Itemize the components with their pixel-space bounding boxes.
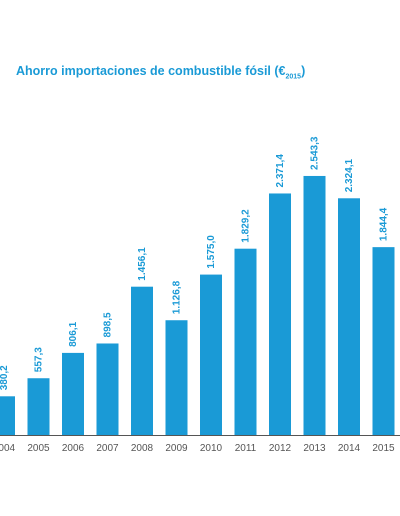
x-tick-label-2012: 2012 <box>269 443 292 454</box>
bar-2013 <box>303 175 326 435</box>
chart-title: Ahorro importaciones de combustible fósi… <box>16 64 305 81</box>
x-tick-label-2006: 2006 <box>62 443 85 454</box>
bar-2015 <box>372 247 395 435</box>
chart-title-subscript: 2015 <box>285 73 302 81</box>
bar-2005 <box>27 378 50 435</box>
x-tick-label-2013: 2013 <box>303 443 326 454</box>
x-tick-label-2007: 2007 <box>96 443 119 454</box>
bar-2006 <box>62 352 84 435</box>
chart-title-close: ) <box>301 64 306 78</box>
bar-2009 <box>165 320 188 435</box>
bar-2012 <box>269 193 291 435</box>
bars-group <box>0 175 395 435</box>
data-label-2006: 806,1 <box>68 321 79 346</box>
x-tick-label-2004: 2004 <box>0 443 16 454</box>
data-label-2012: 2.371,4 <box>275 154 286 188</box>
data-label-2005: 557,3 <box>34 347 45 372</box>
data-label-2015: 1.844,4 <box>379 207 390 241</box>
x-tick-label-2014: 2014 <box>338 443 361 454</box>
bar-2011 <box>234 248 257 435</box>
chart-title-text: Ahorro importaciones de combustible fósi… <box>16 64 286 78</box>
data-label-2008: 1.456,1 <box>137 247 148 281</box>
bar-2004 <box>0 396 15 435</box>
x-tick-label-2008: 2008 <box>131 443 154 454</box>
x-tick-label-2010: 2010 <box>200 443 223 454</box>
x-tick-labels: 2004 2005 2006 2007 2008 2009 2010 2011 2012 2013… <box>0 443 395 454</box>
data-label-2011: 1.829,2 <box>241 209 252 243</box>
bar-2008 <box>131 286 153 435</box>
data-labels: 380,2 557,3 806,1 898,5 1.456,1 1.126,8 1.575,… <box>0 136 390 390</box>
bar-2007 <box>96 343 119 435</box>
x-tick-label-2011: 2011 <box>235 443 257 454</box>
data-label-2010: 1.575,0 <box>206 235 217 269</box>
data-label-2014: 2.324,1 <box>344 158 355 192</box>
bar-2014 <box>338 198 360 435</box>
data-label-2004: 380,2 <box>0 365 10 390</box>
data-label-2007: 898,5 <box>103 312 114 337</box>
x-tick-label-2015: 2015 <box>372 443 395 454</box>
bar-2010 <box>200 274 222 435</box>
data-label-2013: 2.543,3 <box>310 136 321 170</box>
data-label-2009: 1.126,8 <box>172 280 183 314</box>
x-tick-label-2009: 2009 <box>165 443 188 454</box>
x-tick-label-2005: 2005 <box>27 443 50 454</box>
